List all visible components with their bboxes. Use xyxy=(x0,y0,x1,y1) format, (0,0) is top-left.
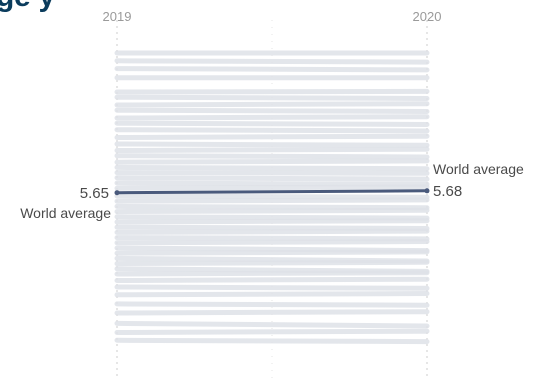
background-series-line xyxy=(114,107,430,114)
background-series-line xyxy=(114,164,430,172)
background-series-line xyxy=(114,193,430,200)
background-series-line xyxy=(114,249,430,256)
background-series-line xyxy=(114,141,430,148)
background-series-line xyxy=(114,224,430,231)
background-series-line xyxy=(114,127,430,134)
background-series-line xyxy=(114,146,430,153)
world-average-label-2019: World average xyxy=(20,205,111,221)
background-series-line xyxy=(114,284,430,291)
background-series-line xyxy=(114,158,430,165)
world-average-value-2020: 5.68 xyxy=(433,183,462,200)
background-series-line xyxy=(114,120,430,127)
background-series-line xyxy=(114,101,430,108)
background-series-line xyxy=(114,175,430,182)
background-series-line xyxy=(114,270,430,277)
background-series-line xyxy=(114,170,430,176)
background-series-line xyxy=(114,214,430,221)
background-series-line xyxy=(114,337,430,345)
background-series-line xyxy=(114,88,430,95)
background-series-line xyxy=(114,203,430,211)
background-series-line xyxy=(114,320,430,329)
background-series-line xyxy=(114,235,430,242)
background-series-line xyxy=(114,218,430,225)
background-series-line xyxy=(114,66,430,73)
background-series-line xyxy=(114,276,430,283)
background-series-line xyxy=(114,133,430,140)
background-series-line xyxy=(114,309,430,316)
background-series-line xyxy=(114,197,430,204)
background-series-line xyxy=(114,291,430,298)
background-series-line xyxy=(114,94,430,101)
world-average-point-2019[interactable] xyxy=(114,190,120,196)
background-series-line xyxy=(114,153,430,160)
background-series-line xyxy=(114,239,430,246)
background-series-line xyxy=(114,328,430,335)
background-series-line xyxy=(114,114,430,121)
world-average-label-2020: World average xyxy=(433,161,524,177)
background-series-line xyxy=(114,184,430,191)
background-series-line xyxy=(114,301,430,308)
world-average-value-2019: 5.65 xyxy=(80,185,109,202)
background-series-line xyxy=(114,180,430,187)
background-series-line xyxy=(114,228,430,235)
background-series-line xyxy=(114,259,430,267)
world-average-line[interactable] xyxy=(116,189,428,195)
x-tick-label: 2020 xyxy=(413,9,442,24)
x-tick-label: 2019 xyxy=(103,9,132,24)
chart-title: ge y xyxy=(0,0,55,14)
world-average-point-2020[interactable] xyxy=(424,188,430,194)
background-series-line xyxy=(114,207,430,215)
background-series-line xyxy=(114,58,430,65)
